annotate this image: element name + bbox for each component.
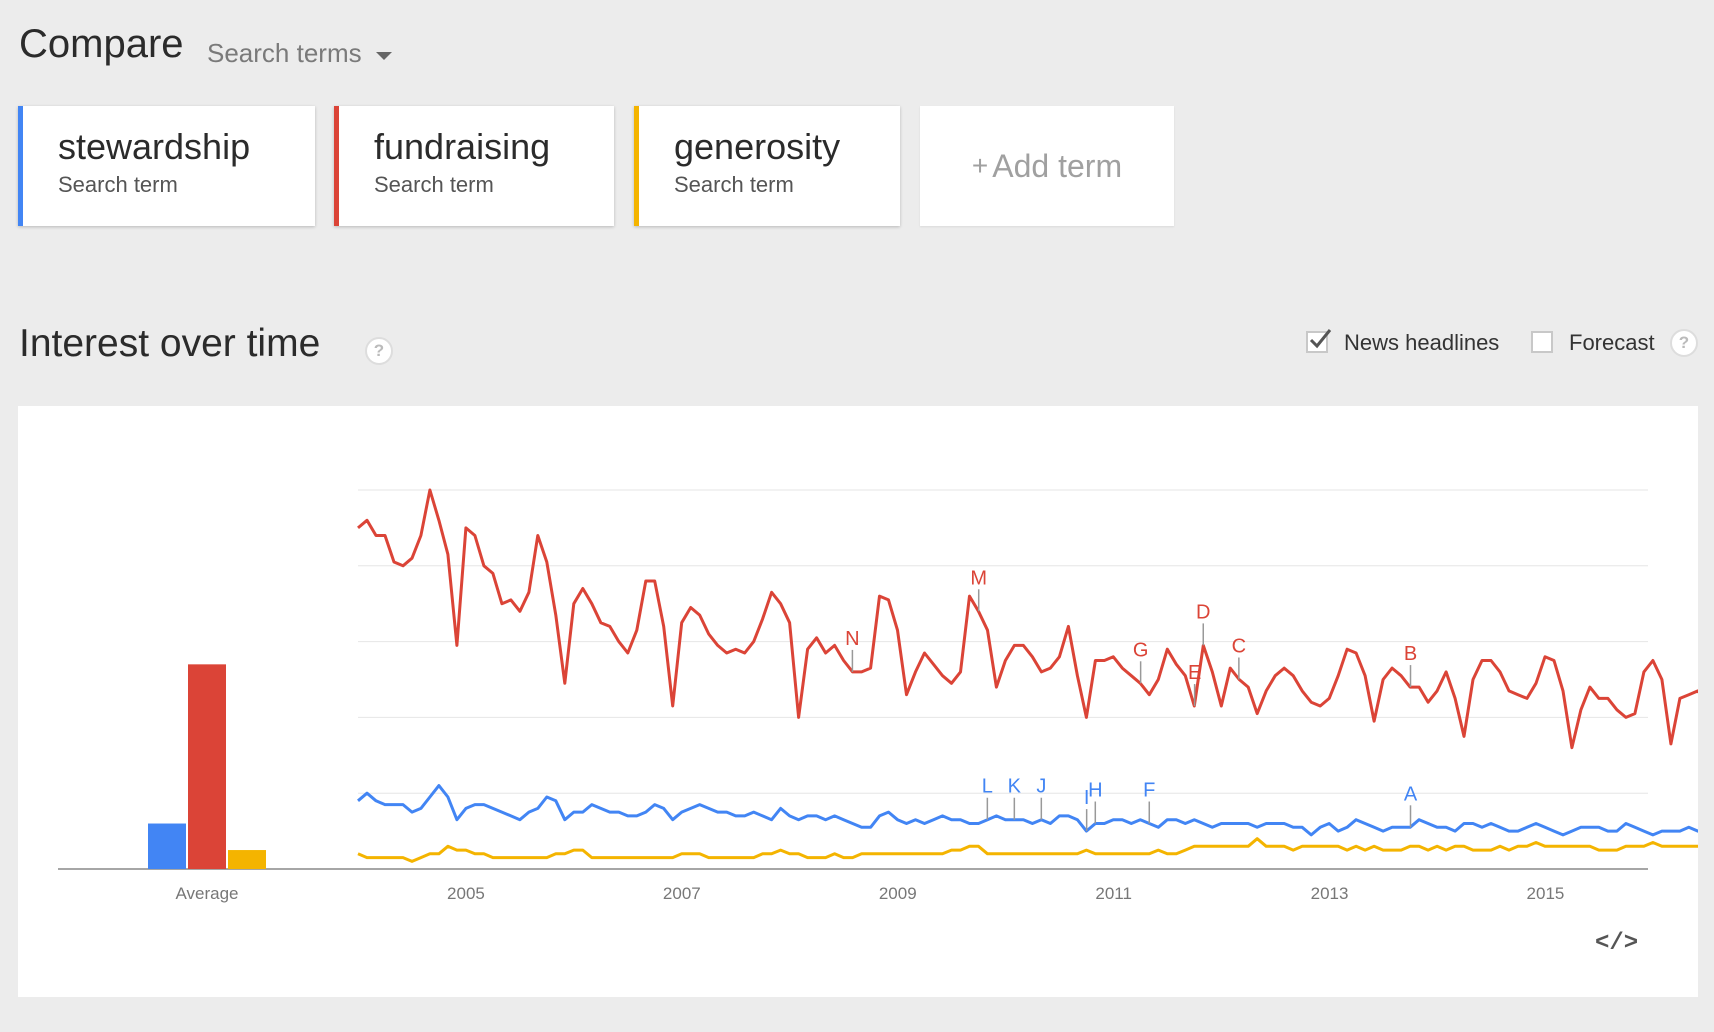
annotation-label-L: L [982,776,993,798]
caret-down-icon [375,51,392,60]
annotation-label-H: H [1088,780,1102,802]
term-subtitle: Search term [674,172,794,197]
term-color-bar [334,106,339,226]
term-card-stewardship[interactable]: stewardship Search term [18,106,315,226]
series-line-stewardship [357,784,1698,837]
series-line-fundraising [357,488,1698,750]
term-color-bar [18,106,23,226]
annotation-label-A: A [1404,783,1418,805]
search-terms-label: Search terms [207,38,362,68]
annotation-label-F: F [1143,780,1155,802]
average-bar-generosity [228,850,266,869]
x-tick-label: 2009 [879,884,917,903]
interest-over-time-chart: Average 2005 2007 2009 2011 2013 2015 A B CD E F G HI… [58,488,1698,903]
x-tick-label: 2005 [447,884,485,903]
annotation-label-C: C [1232,636,1246,658]
annotation-label-K: K [1008,776,1022,798]
compare-title: Compare [19,22,184,66]
average-bar-stewardship [148,823,186,869]
news-headlines-checkbox[interactable] [1306,329,1332,353]
term-name: stewardship [58,126,251,167]
annotation-label-M: M [970,567,987,589]
checkmark-icon [1309,329,1332,349]
annotation-label-N: N [845,628,859,650]
add-term-label: Add term [992,147,1123,184]
term-subtitle: Search term [374,172,494,197]
annotation-label-B: B [1404,643,1417,665]
annotation-label-E: E [1188,662,1201,684]
term-subtitle: Search term [58,172,178,197]
help-icon[interactable]: ? [365,337,393,365]
term-name: generosity [674,126,841,167]
x-tick-label: 2011 [1095,884,1132,903]
add-term-button[interactable]: + Add term [920,106,1174,226]
forecast-label: Forecast [1569,330,1655,355]
average-bar-fundraising [188,664,226,869]
annotation-label-D: D [1196,601,1210,623]
forecast-checkbox[interactable] [1531,331,1553,353]
forecast-help-icon[interactable]: ? [1670,329,1698,357]
x-tick-label: 2013 [1311,884,1349,903]
average-label: Average [175,884,238,903]
news-headlines-label: News headlines [1344,330,1500,355]
search-terms-dropdown[interactable]: Search terms [207,38,392,69]
chart-panel: Average 2005 2007 2009 2011 2013 2015 A B C D E F G H I… [18,406,1698,997]
annotation-label-G: G [1133,639,1149,661]
term-card-generosity[interactable]: generosity Search term [634,106,900,226]
annotation-label-J: J [1036,776,1046,798]
plus-icon: + [971,150,989,181]
section-title: Interest over time [19,322,321,365]
term-color-bar [634,106,639,226]
term-name: fundraising [374,126,551,167]
term-card-fundraising[interactable]: fundraising Search term [334,106,614,226]
annotation-label-I: I [1084,787,1090,809]
x-tick-label: 2007 [663,884,701,903]
x-tick-label: 2015 [1527,884,1565,903]
series-line-generosity [357,837,1698,863]
embed-code-icon[interactable]: </> [1595,930,1639,957]
